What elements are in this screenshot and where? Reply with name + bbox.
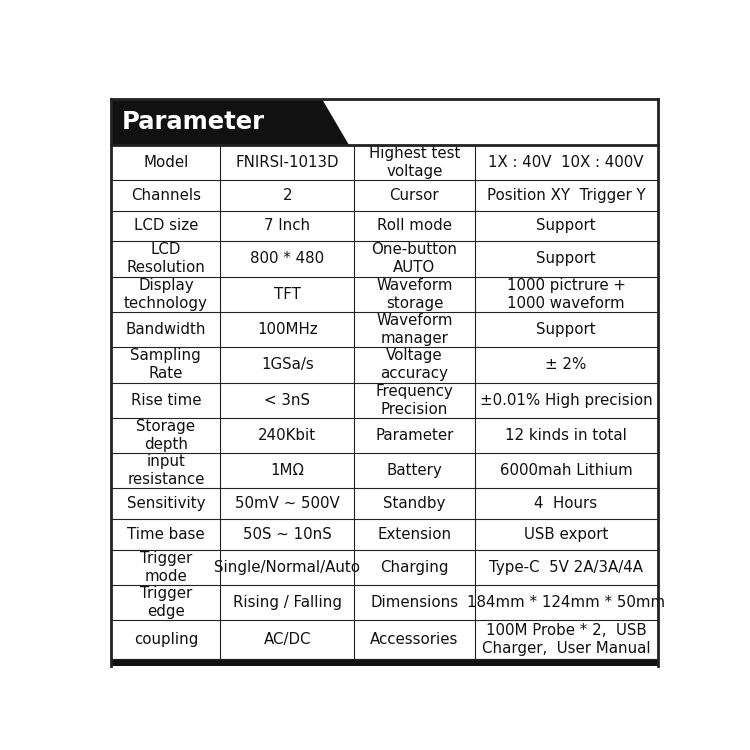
Text: 6000mah Lithium: 6000mah Lithium	[500, 464, 632, 478]
Text: Voltage
accuracy: Voltage accuracy	[380, 349, 448, 382]
Text: Channels: Channels	[130, 188, 201, 202]
Text: Position XY  Trigger Y: Position XY Trigger Y	[487, 188, 645, 202]
Text: Storage
depth: Storage depth	[136, 419, 195, 452]
Text: Time base: Time base	[127, 527, 205, 542]
Text: ±0.01% High precision: ±0.01% High precision	[480, 393, 652, 408]
Text: 184mm * 124mm * 50mm: 184mm * 124mm * 50mm	[467, 596, 665, 610]
Text: Highest test
voltage: Highest test voltage	[369, 146, 460, 178]
Text: Accessories: Accessories	[370, 632, 458, 647]
Text: TFT: TFT	[274, 286, 301, 302]
Text: 50S ~ 10nS: 50S ~ 10nS	[243, 527, 332, 542]
Text: Model: Model	[143, 154, 188, 170]
Text: input
resistance: input resistance	[128, 454, 205, 488]
Text: 1GSa/s: 1GSa/s	[261, 358, 314, 373]
Text: Parameter: Parameter	[122, 110, 265, 134]
Text: Frequency
Precision: Frequency Precision	[376, 384, 453, 417]
Text: FNIRSI-1013D: FNIRSI-1013D	[236, 154, 339, 170]
Text: USB export: USB export	[524, 527, 608, 542]
Bar	[111, 99, 658, 145]
Text: 1X : 40V  10X : 400V: 1X : 40V 10X : 400V	[488, 154, 644, 170]
Text: AC/DC: AC/DC	[264, 632, 311, 647]
Text: 12 kinds in total: 12 kinds in total	[505, 428, 627, 443]
Text: 4  Hours: 4 Hours	[535, 496, 598, 512]
Text: Waveform
manager: Waveform manager	[376, 313, 453, 346]
Text: Parameter: Parameter	[375, 428, 454, 443]
Text: 1000 pictrure +
1000 waveform: 1000 pictrure + 1000 waveform	[506, 278, 626, 310]
Text: 50mV ~ 500V: 50mV ~ 500V	[235, 496, 340, 512]
Text: Support: Support	[536, 251, 596, 266]
Text: LCD size: LCD size	[134, 218, 198, 233]
Text: Standby: Standby	[383, 496, 446, 512]
Text: Sampling
Rate: Sampling Rate	[130, 349, 201, 382]
Text: Waveform
storage: Waveform storage	[376, 278, 453, 310]
Text: 2: 2	[283, 188, 292, 202]
Text: Battery: Battery	[386, 464, 442, 478]
Text: Support: Support	[536, 218, 596, 233]
Text: Roll mode: Roll mode	[377, 218, 452, 233]
Text: Display
technology: Display technology	[124, 278, 208, 310]
Text: coupling: coupling	[134, 632, 198, 647]
Text: Type-C  5V 2A/3A/4A: Type-C 5V 2A/3A/4A	[489, 560, 643, 575]
Text: Bandwidth: Bandwidth	[125, 322, 206, 337]
Text: 1MΩ: 1MΩ	[271, 464, 304, 478]
Text: Cursor: Cursor	[389, 188, 439, 202]
Text: 240Kbit: 240Kbit	[258, 428, 316, 443]
Text: One-button
AUTO: One-button AUTO	[371, 242, 458, 275]
Text: LCD
Resolution: LCD Resolution	[127, 242, 206, 275]
Text: Support: Support	[536, 322, 596, 337]
Text: ± 2%: ± 2%	[545, 358, 586, 373]
Text: Single/Normal/Auto: Single/Normal/Auto	[214, 560, 361, 575]
Text: Dimensions: Dimensions	[370, 596, 458, 610]
Bar	[111, 658, 658, 665]
Text: 7 Inch: 7 Inch	[264, 218, 310, 233]
Text: 800 * 480: 800 * 480	[251, 251, 325, 266]
Bar	[111, 145, 658, 658]
Text: 100MHz: 100MHz	[257, 322, 318, 337]
Text: 100M Probe * 2,  USB
Charger,  User Manual: 100M Probe * 2, USB Charger, User Manual	[482, 623, 650, 656]
Text: Rising / Falling: Rising / Falling	[233, 596, 342, 610]
Text: Trigger
edge: Trigger edge	[140, 586, 192, 620]
Text: Charging: Charging	[380, 560, 448, 575]
Text: Sensitivity: Sensitivity	[127, 496, 205, 512]
Text: Extension: Extension	[377, 527, 452, 542]
Text: Trigger
mode: Trigger mode	[140, 551, 192, 584]
Text: Rise time: Rise time	[130, 393, 201, 408]
Polygon shape	[322, 99, 658, 145]
Text: < 3nS: < 3nS	[265, 393, 310, 408]
